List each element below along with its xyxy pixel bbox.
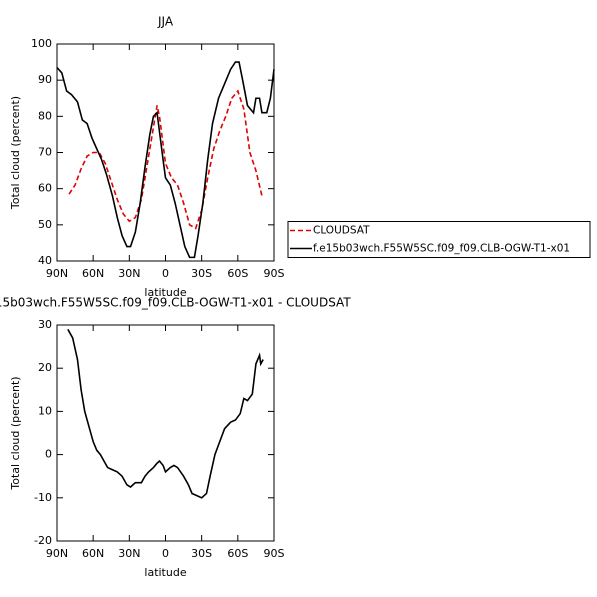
y-tick-label: 50	[38, 218, 52, 231]
x-tick-label: 30S	[191, 547, 212, 560]
legend-label: f.e15b03wch.F55W5SC.f09_f09.CLB-OGW-T1-x…	[313, 243, 570, 255]
y-tick-label: 70	[38, 146, 52, 159]
y-tick-label: 60	[38, 182, 52, 195]
x-tick-label: 60N	[82, 547, 104, 560]
legend-label: CLOUDSAT	[313, 225, 370, 237]
x-tick-label: 90S	[264, 267, 285, 280]
x-tick-label: 90N	[46, 267, 68, 280]
x-tick-label: 60S	[227, 267, 248, 280]
y-tick-label: 30	[38, 318, 52, 331]
x-tick-label: 0	[162, 547, 169, 560]
data-line	[56, 61, 275, 259]
y-tick-label: 10	[38, 404, 52, 417]
x-tick-label: 90N	[46, 547, 68, 560]
legend-box	[287, 221, 591, 258]
y-tick-label: 80	[38, 109, 52, 122]
data-line	[67, 328, 264, 499]
y-tick-label: -10	[34, 491, 52, 504]
y-tick-label: 20	[38, 361, 52, 374]
y-axis-label: Total cloud (percent)	[9, 376, 22, 490]
x-tick-label: 60N	[82, 267, 104, 280]
y-tick-label: 90	[38, 73, 52, 86]
x-tick-label: 0	[162, 267, 169, 280]
y-tick-label: 40	[38, 254, 52, 267]
y-axis-label: Total cloud (percent)	[9, 96, 22, 210]
y-tick-label: 0	[45, 448, 52, 461]
x-axis-label: latitude	[144, 286, 186, 299]
x-tick-label: 30S	[191, 267, 212, 280]
chart-title: JJA	[157, 15, 174, 29]
plot-frame	[56, 324, 275, 542]
x-axis-label: latitude	[144, 566, 186, 579]
x-tick-label: 30N	[118, 267, 140, 280]
x-tick-label: 60S	[227, 547, 248, 560]
data-line	[68, 89, 263, 230]
y-tick-label: -20	[34, 534, 52, 547]
y-tick-label: 100	[31, 37, 52, 50]
x-tick-label: 30N	[118, 547, 140, 560]
chart-title: f.e15b03wch.F55W5SC.f09_f09.CLB-OGW-T1-x…	[0, 296, 351, 310]
x-tick-label: 90S	[264, 547, 285, 560]
